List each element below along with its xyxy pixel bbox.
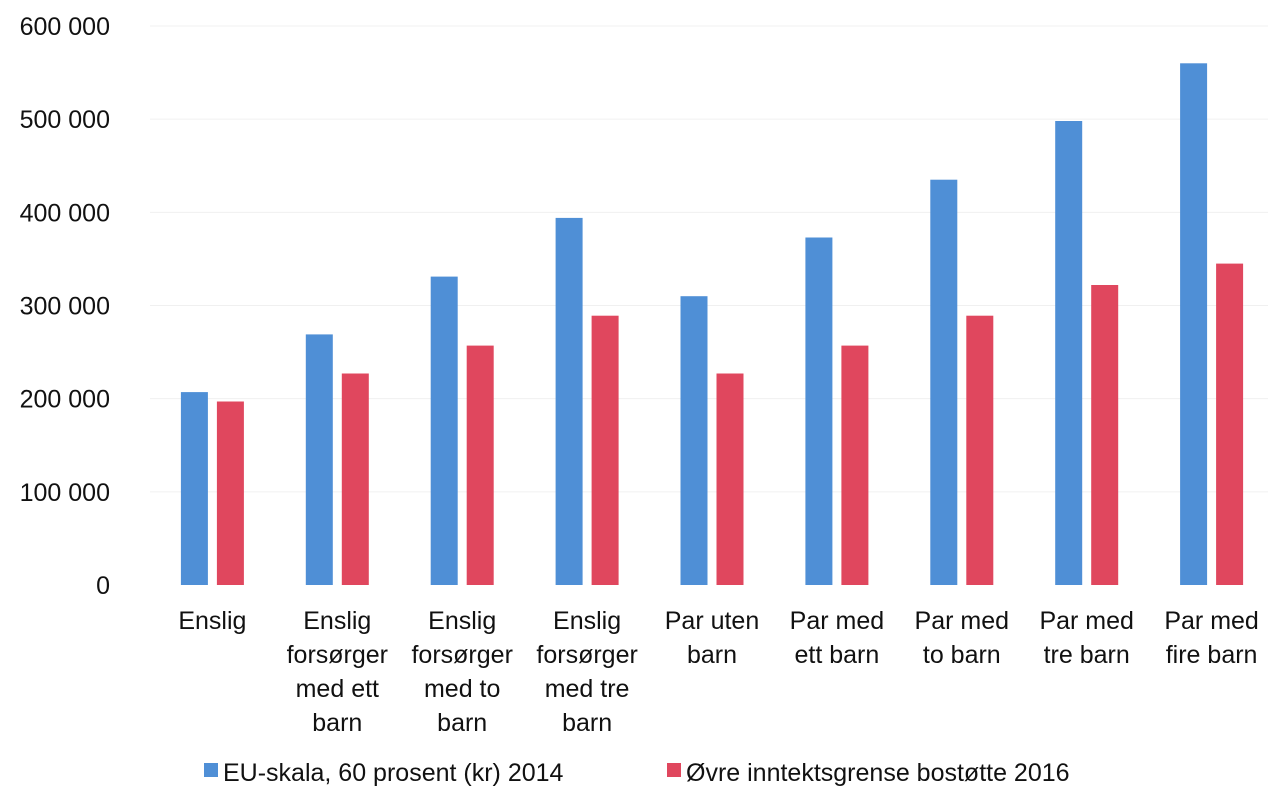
legend: EU-skala, 60 prosent (kr) 2014 Øvre innte… (204, 759, 1070, 786)
x-category-label: Par med tre barn (1039, 607, 1133, 669)
x-category-label: Enslig forsørger med ett barn (287, 607, 388, 737)
y-tick-label: 300 000 (20, 293, 110, 321)
bar-eu-scale (1180, 63, 1208, 586)
bar-income-limit (1091, 285, 1119, 585)
x-category-label: Par med ett barn (790, 607, 884, 669)
x-category-label: Par uten barn (665, 607, 760, 669)
y-tick-label: 100 000 (20, 479, 110, 507)
legend-swatch (667, 763, 681, 777)
x-category-label: Enslig (178, 607, 246, 635)
x-category-label: Enslig forsørger med to barn (411, 607, 512, 737)
bar-eu-scale (305, 334, 333, 585)
bar-eu-scale (555, 217, 583, 585)
bar-eu-scale (430, 276, 458, 585)
bar-eu-scale (180, 392, 208, 585)
bar-income-limit (966, 315, 994, 585)
bar-eu-scale (805, 237, 833, 585)
bar-eu-scale (680, 296, 708, 585)
y-tick-label: 200 000 (20, 386, 110, 414)
bar-income-limit (341, 373, 369, 585)
x-category-label: Par med fire barn (1164, 607, 1258, 669)
y-tick-label: 600 000 (20, 13, 110, 41)
x-category-label: Enslig forsørger med tre barn (536, 607, 637, 737)
legend-label: EU-skala, 60 prosent (kr) 2014 (223, 759, 564, 786)
bar-eu-scale (930, 179, 958, 585)
bar-income-limit (841, 345, 869, 585)
y-tick-label: 400 000 (20, 199, 110, 227)
legend-label: Øvre inntektsgrense bostøtte 2016 (686, 759, 1070, 786)
x-category-label: Par med to barn (915, 607, 1009, 669)
legend-swatch (204, 763, 218, 777)
bar-income-limit (1216, 263, 1244, 585)
y-axis-ticks: 0 100 000 200 000 300 000 400 000 500 000 600 … (20, 13, 110, 600)
bar-income-limit (466, 345, 494, 585)
bar-eu-scale (1055, 121, 1083, 585)
bar-income-limit (216, 401, 244, 585)
bar-income-limit (716, 373, 744, 585)
bars (180, 63, 1244, 586)
y-tick-label: 0 (96, 572, 110, 600)
bar-income-limit (591, 315, 619, 585)
y-tick-label: 500 000 (20, 106, 110, 134)
